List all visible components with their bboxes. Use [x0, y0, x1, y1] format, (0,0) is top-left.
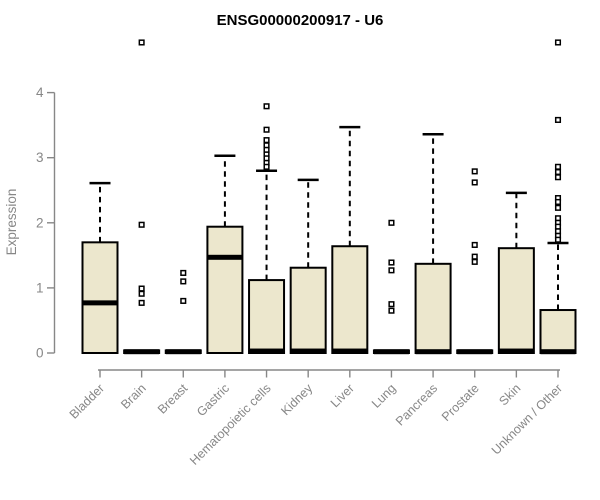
plot-area: 0 1 2 3 4 Bladder Brain Breast GastricHematopoie…: [36, 39, 577, 468]
chart-title: ENSG00000200917 - U6: [217, 12, 384, 29]
y-tick-label: 0: [36, 346, 44, 361]
y-axis-label: Expression: [4, 189, 19, 256]
outlier-point: [388, 301, 395, 308]
outlier-point: [388, 259, 395, 266]
x-tick-label: Kidney: [278, 381, 315, 418]
median-line: [332, 348, 368, 354]
x-tick-label: Skin: [496, 381, 523, 408]
x-tick-label: Liver: [328, 381, 357, 410]
outlier-point: [138, 39, 145, 46]
outlier-point: [471, 241, 478, 248]
x-tick-label: Bladder: [67, 381, 107, 421]
outlier-point: [263, 126, 270, 133]
outlier-point: [554, 174, 562, 181]
y-tick-label: 2: [36, 215, 44, 230]
x-tick-label: Gastric: [194, 381, 232, 419]
outlier-point: [263, 103, 270, 110]
outlier-point: [180, 278, 187, 285]
outlier-point: [471, 179, 478, 186]
outlier-point: [388, 307, 395, 314]
outlier-point: [554, 163, 562, 170]
outlier-point: [471, 258, 478, 265]
y-tick-label: 3: [36, 150, 44, 165]
median-line: [415, 349, 451, 355]
boxplot-box: [539, 309, 577, 354]
median-line: [124, 349, 160, 355]
median-line: [373, 349, 409, 355]
median-line: [249, 348, 285, 354]
median-line: [457, 349, 493, 355]
x-tick-label: Pancreas: [393, 381, 440, 428]
outlier-point: [180, 269, 187, 276]
median-line: [207, 254, 243, 260]
boxplot-box: [289, 266, 327, 354]
outlier-point: [554, 236, 562, 243]
median-line: [498, 348, 534, 354]
y-tick-label: 1: [36, 280, 44, 295]
outlier-point: [138, 290, 145, 297]
boxplot-box: [414, 262, 452, 354]
outlier-point: [471, 168, 478, 175]
boxplot-box: [206, 225, 244, 354]
outlier-point: [554, 168, 562, 176]
boxplot-box: [248, 279, 286, 355]
outlier-point: [554, 116, 562, 123]
x-tick-label: Breast: [155, 381, 191, 417]
median-line: [290, 348, 326, 354]
median-line: [165, 349, 201, 355]
y-tick-label: 4: [36, 85, 44, 100]
outlier-point: [263, 163, 270, 170]
boxplot-box: [81, 241, 119, 354]
x-tick-label: Brain: [118, 381, 149, 412]
boxplot-box: [331, 245, 369, 354]
outlier-point: [388, 267, 395, 274]
x-tick-label: Hematopoietic cells: [187, 381, 274, 468]
outlier-point: [471, 253, 478, 260]
outlier-point: [554, 198, 562, 206]
outlier-point: [138, 221, 145, 228]
outlier-point: [180, 297, 187, 304]
median-line: [540, 349, 576, 355]
median-line: [82, 300, 118, 306]
x-tick-label: Prostate: [439, 381, 482, 424]
x-tick-label: Unknown / Other: [489, 381, 565, 457]
outlier-point: [138, 299, 145, 306]
outlier-point: [138, 285, 145, 292]
x-tick-label: Lung: [369, 381, 399, 411]
outlier-point: [388, 219, 395, 226]
outlier-point: [554, 204, 562, 211]
boxplot-box: [497, 247, 535, 354]
outlier-point: [554, 39, 562, 46]
outlier-point: [263, 137, 270, 144]
